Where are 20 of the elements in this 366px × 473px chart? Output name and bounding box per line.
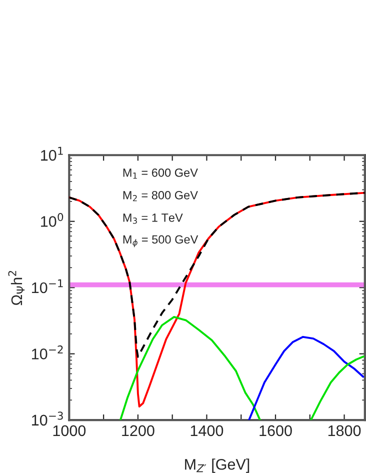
annotation: M$_{2}$ = 800 GeV [123, 190, 198, 202]
y-tick-label: 10$^{−3}$ [32, 412, 63, 426]
y-tick-label: 10$^{−1}$ [32, 279, 63, 294]
x-tick-label: 1600 [260, 425, 292, 436]
x-axis-title: M$_{Z′}$ [GeV] [185, 458, 250, 473]
annotation: M$_{ϕ}$ = 500 GeV [123, 235, 198, 248]
y-axis-title: Ω$_{Ψ}$h$^{2}$ [8, 270, 25, 306]
x-tick-label: 1400 [190, 425, 224, 436]
annotation: M$_{1}$ = 600 GeV [123, 168, 198, 179]
y-tick-label: 10$^{0}$ [41, 212, 64, 227]
line-series [119, 316, 261, 420]
annotation: M$_{3}$ = 1 TeV [123, 214, 183, 224]
x-tick-label: 1800 [328, 425, 361, 436]
y-tick-label: 10$^{1}$ [41, 146, 63, 161]
line-series [69, 192, 365, 358]
line-series [248, 336, 364, 420]
y-tick-label: 10$^{−2}$ [32, 345, 63, 360]
line-series [310, 356, 364, 420]
x-tick-label: 1200 [122, 425, 154, 436]
x-tick-label: 1000 [53, 425, 86, 436]
